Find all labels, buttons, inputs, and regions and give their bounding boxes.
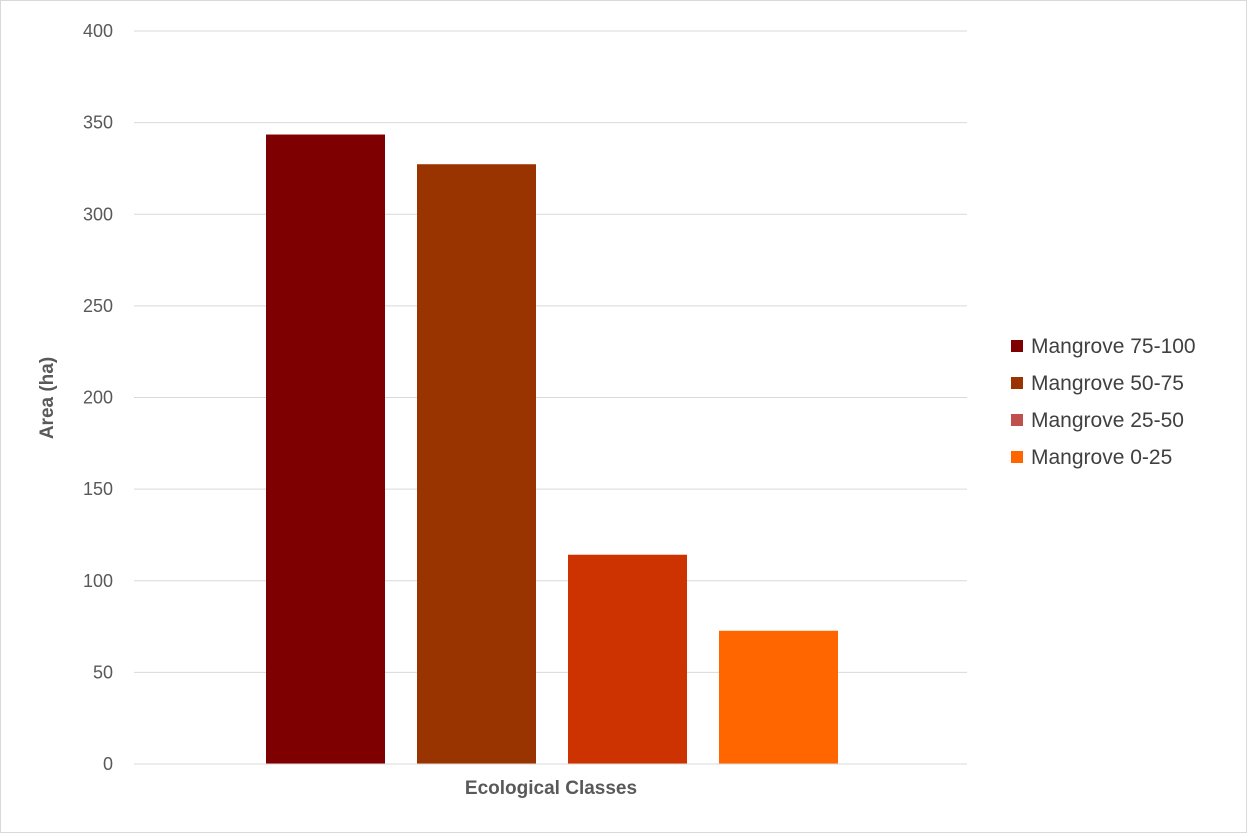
legend-label: Mangrove 75-100 [1031,335,1196,358]
legend: Mangrove 75-100 Mangrove 50-75 Mangrove 25… [1011,335,1196,469]
legend-swatch [1011,451,1023,463]
y-axis-title: Area (ha) [37,357,58,439]
bars [266,134,838,764]
legend-label: Mangrove 50-75 [1031,372,1184,395]
legend-swatch [1011,340,1023,352]
legend-item: Mangrove 50-75 [1011,372,1184,395]
legend-swatch [1011,377,1023,389]
legend-item: Mangrove 25-50 [1011,409,1184,432]
legend-item: Mangrove 75-100 [1011,335,1196,358]
legend-label: Mangrove 0-25 [1031,446,1172,469]
y-tick-label: 400 [83,21,113,41]
y-tick-label: 100 [83,571,113,591]
bar-mangrove-25-50 [568,554,687,764]
legend-label: Mangrove 25-50 [1031,409,1184,432]
bar-mangrove-0-25 [719,630,838,764]
bar-mangrove-75-100 [266,134,385,764]
y-tick-label: 50 [93,662,113,682]
x-axis-title: Ecological Classes [465,778,637,799]
y-tick-label: 300 [83,204,113,224]
gridlines [134,30,967,673]
y-tick-label: 150 [83,479,113,499]
y-axis-ticks: 0 50 100 150 200 250 300 350 400 [83,21,113,774]
legend-swatch [1011,414,1023,426]
y-tick-label: 250 [83,296,113,316]
y-tick-label: 200 [83,388,113,408]
y-tick-label: 0 [103,754,113,774]
y-tick-label: 350 [83,113,113,133]
legend-item: Mangrove 0-25 [1011,446,1172,469]
bar-mangrove-50-75 [417,164,536,764]
